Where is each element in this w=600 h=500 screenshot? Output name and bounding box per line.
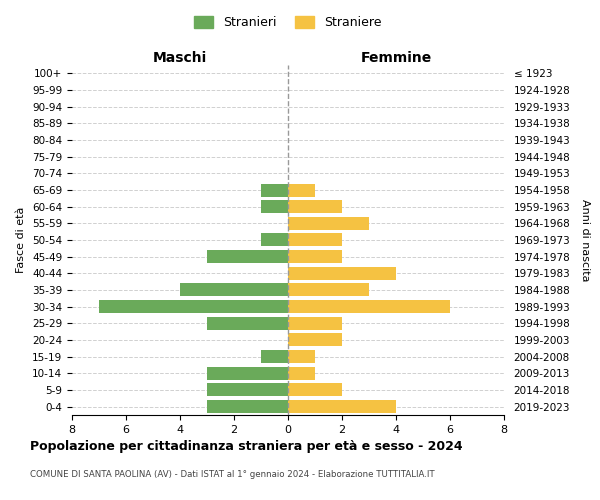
Bar bbox=[261, 234, 288, 246]
Bar bbox=[99, 300, 288, 313]
Bar bbox=[288, 350, 315, 363]
Text: Popolazione per cittadinanza straniera per età e sesso - 2024: Popolazione per cittadinanza straniera p… bbox=[30, 440, 463, 453]
Bar bbox=[207, 250, 288, 263]
Bar bbox=[207, 400, 288, 413]
Bar bbox=[288, 200, 342, 213]
Bar bbox=[288, 267, 396, 280]
Bar bbox=[288, 400, 396, 413]
Bar bbox=[180, 284, 288, 296]
Bar bbox=[261, 184, 288, 196]
Bar bbox=[288, 184, 315, 196]
Bar bbox=[288, 317, 342, 330]
Bar bbox=[288, 217, 369, 230]
Bar bbox=[261, 200, 288, 213]
Bar bbox=[288, 300, 450, 313]
Bar bbox=[288, 367, 315, 380]
Bar bbox=[261, 350, 288, 363]
Y-axis label: Anni di nascita: Anni di nascita bbox=[580, 198, 590, 281]
Text: Femmine: Femmine bbox=[361, 51, 431, 65]
Bar bbox=[288, 334, 342, 346]
Bar bbox=[288, 250, 342, 263]
Bar bbox=[288, 284, 369, 296]
Text: Maschi: Maschi bbox=[153, 51, 207, 65]
Bar bbox=[288, 234, 342, 246]
Text: COMUNE DI SANTA PAOLINA (AV) - Dati ISTAT al 1° gennaio 2024 - Elaborazione TUTT: COMUNE DI SANTA PAOLINA (AV) - Dati ISTA… bbox=[30, 470, 434, 479]
Y-axis label: Fasce di età: Fasce di età bbox=[16, 207, 26, 273]
Bar bbox=[207, 384, 288, 396]
Bar bbox=[288, 384, 342, 396]
Legend: Stranieri, Straniere: Stranieri, Straniere bbox=[190, 11, 386, 34]
Bar bbox=[207, 367, 288, 380]
Bar bbox=[207, 317, 288, 330]
